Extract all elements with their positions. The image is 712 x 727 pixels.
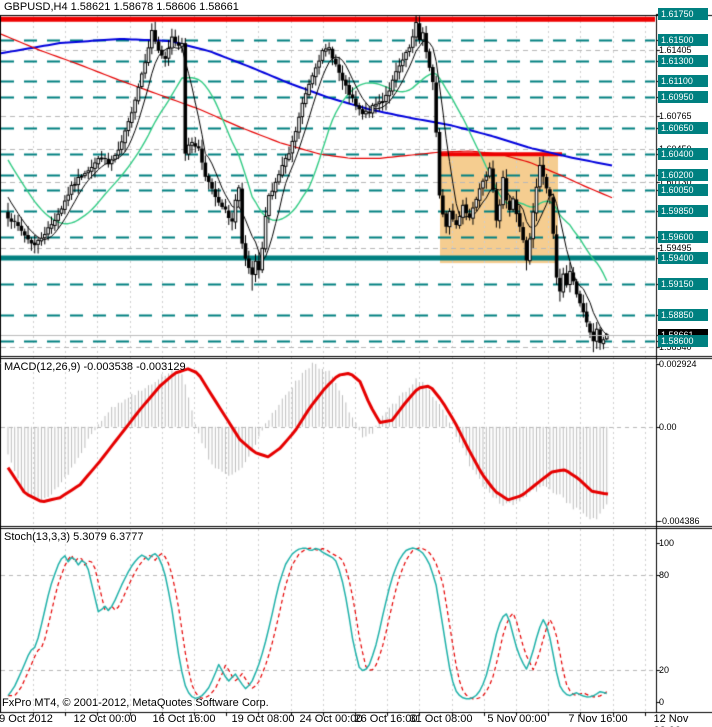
- stoch-axis-label: 20: [659, 665, 670, 675]
- copyright-text: FxPro MT4, © 2001-2012, MetaQuotes Softw…: [2, 697, 269, 709]
- price-level-badge: 1.59150: [658, 278, 708, 290]
- price-level-badge: 1.59400: [658, 252, 708, 264]
- stoch-axis-label: 0: [659, 697, 665, 707]
- macd-axis-label: 0.002924: [659, 359, 697, 369]
- macd-axis[interactable]: [657, 357, 712, 527]
- stoch-indicator-label: Stoch(13,3,3) 5.3079 6.3777: [4, 531, 144, 543]
- price-level-badge: 1.60050: [658, 184, 708, 196]
- price-level-badge: 1.61300: [658, 55, 708, 67]
- price-level-label: 1.59495: [659, 243, 692, 253]
- time-axis-label: 26 Oct 16:00: [354, 713, 418, 725]
- stoch-axis-label: 100: [659, 538, 675, 548]
- macd-indicator-label: MACD(12,26,9) -0.003538 -0.003129: [4, 361, 186, 373]
- macd-axis-label: 0.00: [659, 422, 677, 432]
- price-level-label: 1.60130: [659, 177, 692, 187]
- price-level-badge: 1.61750: [658, 8, 708, 20]
- price-level-badge: 1.60400: [658, 148, 708, 160]
- time-axis-label: 24 Oct 00:00: [299, 713, 363, 725]
- stoch-axis[interactable]: [657, 528, 712, 712]
- time-axis-label: 5 Nov 00:00: [487, 713, 547, 725]
- price-level-label: 1.60765: [659, 111, 692, 121]
- chart-title: GBPUSD,H4 1.58621 1.58678 1.58606 1.5866…: [4, 1, 239, 13]
- price-level-badge: 1.60200: [658, 169, 708, 181]
- price-level-badge: 1.60950: [658, 91, 708, 103]
- time-axis-label: 31 Oct 08:00: [409, 713, 473, 725]
- price-level-badge: 1.59850: [658, 205, 708, 217]
- price-level-badge: 1.59600: [658, 231, 708, 243]
- price-level-label: 1.58540: [659, 342, 692, 352]
- price-level-badge: 1.60650: [658, 122, 708, 134]
- time-axis-label: 12 Oct 00:00: [73, 713, 137, 725]
- price-level-badge: 1.58600: [658, 335, 708, 347]
- price-level-badge: 1.58850: [658, 309, 708, 321]
- time-axis-label: 16 Oct 16:00: [152, 713, 216, 725]
- price-level-label: 1.61405: [659, 45, 692, 55]
- price-level-badge: 1.61500: [658, 34, 708, 46]
- time-axis-label: 12 Nov 08:00: [653, 713, 689, 727]
- macd-axis-label: -0.004386: [659, 516, 700, 526]
- price-level-badge: 1.61100: [658, 75, 708, 87]
- stoch-axis-label: 80: [659, 570, 670, 580]
- time-axis-label: 19 Oct 08:00: [231, 713, 295, 725]
- time-axis-label: 7 Nov 16:00: [568, 713, 628, 725]
- time-axis-label: 9 Oct 2012: [0, 713, 53, 725]
